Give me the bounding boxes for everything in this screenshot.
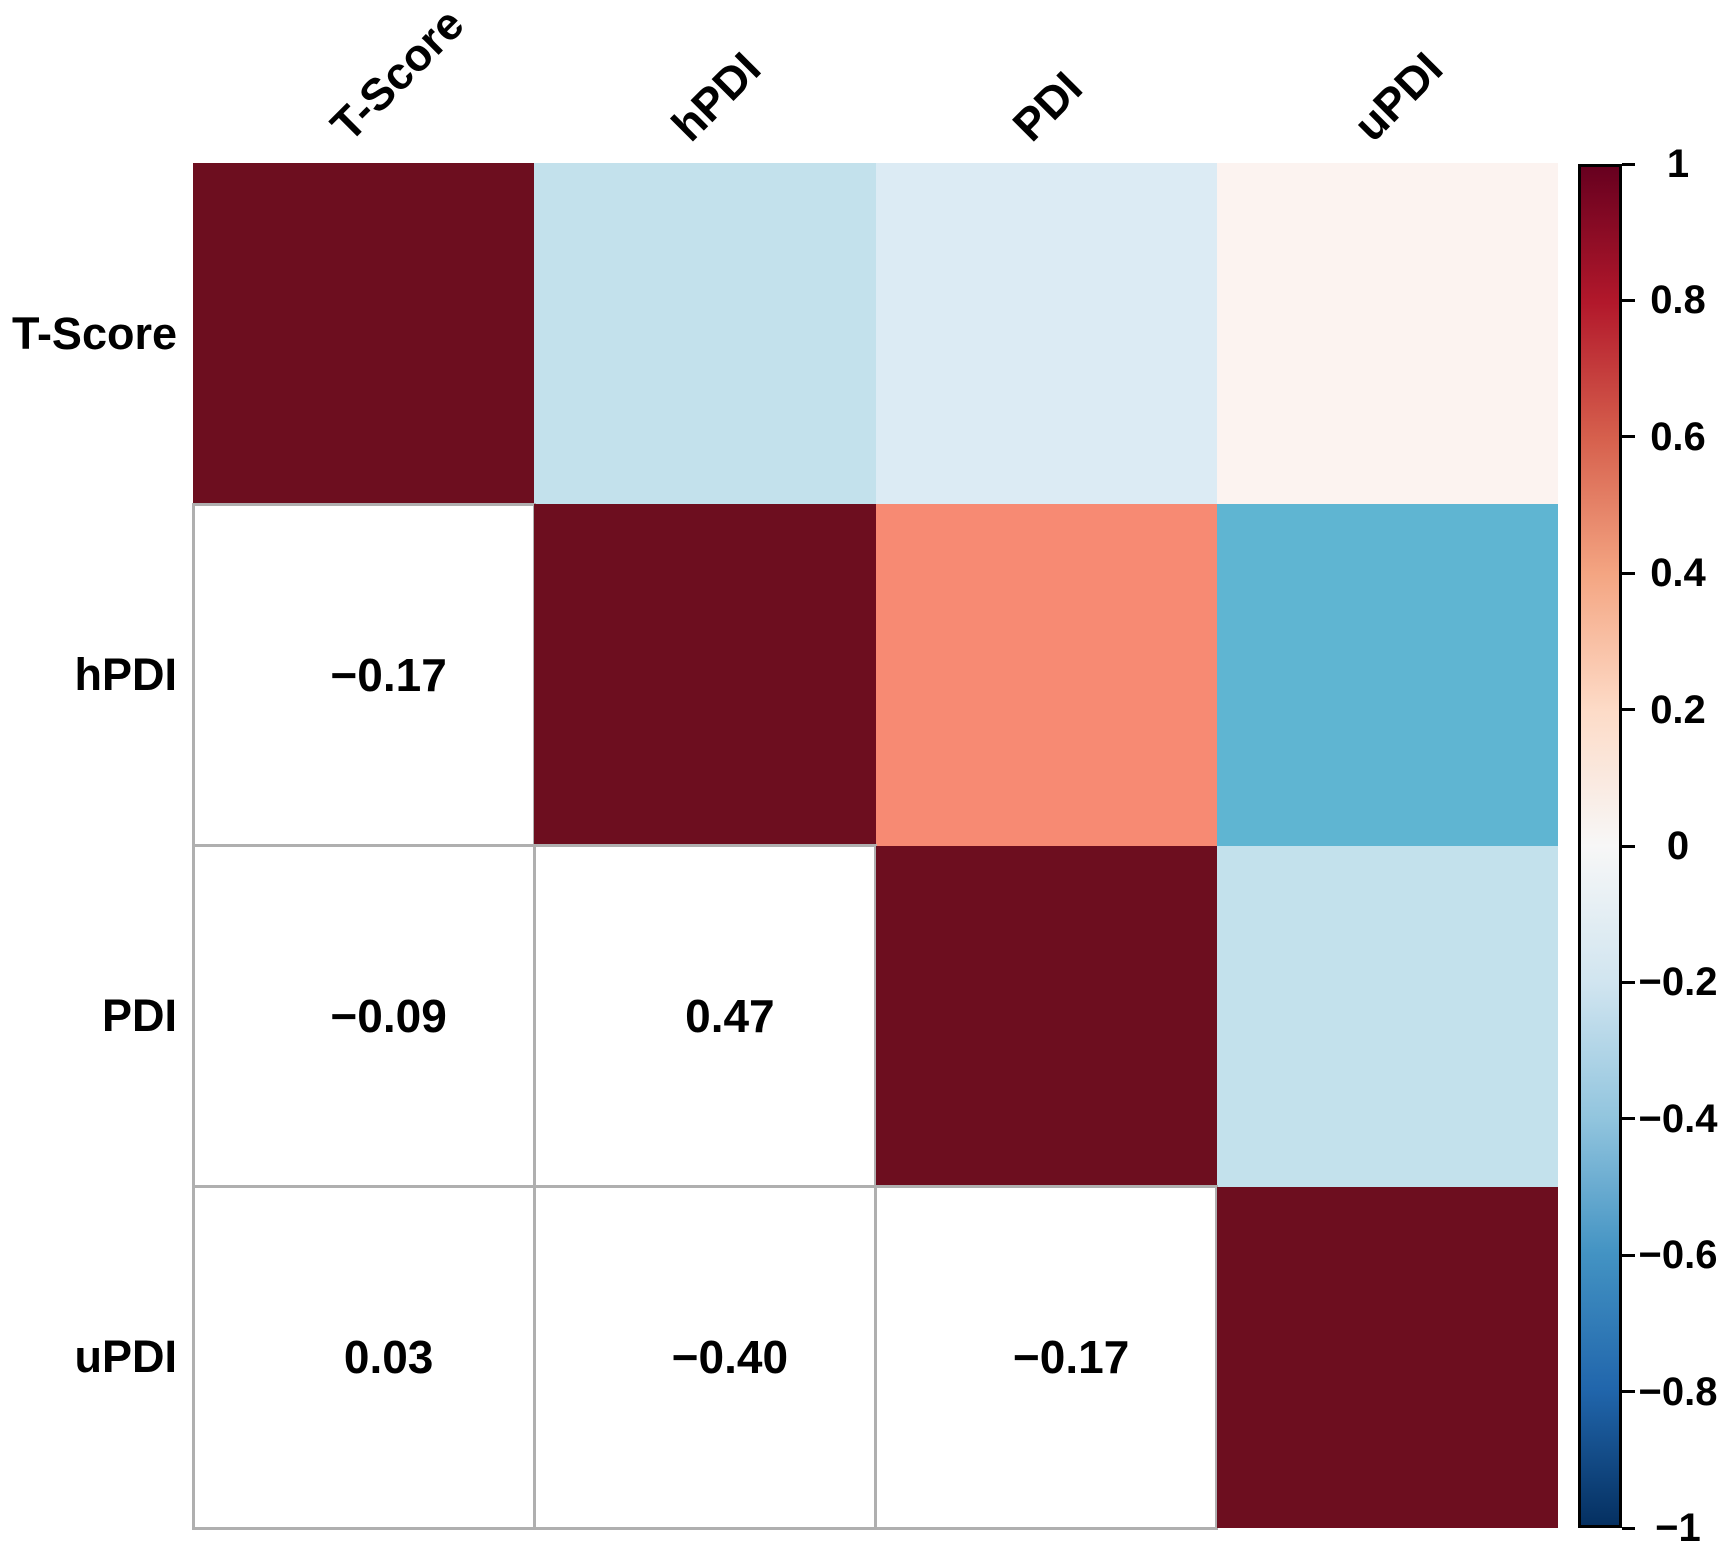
colorbar-tick-label: −0.8: [1638, 1369, 1718, 1414]
correlation-cell-T-Score-hPDI: [534, 163, 876, 505]
value-cell-PDI-hPDI: 0.47: [532, 844, 877, 1189]
diagonal-cell-uPDI: [1216, 1186, 1558, 1528]
colorbar-tick: [1622, 844, 1635, 848]
value-cell-uPDI-T-Score: 0.03: [191, 1185, 536, 1530]
colorbar-tick: [1622, 708, 1635, 712]
column-label-hPDI: hPDI: [661, 42, 771, 151]
value-cell-hPDI-T-Score: −0.17: [191, 502, 536, 847]
colorbar-tick-label: 0.4: [1650, 551, 1706, 596]
colorbar-tick-label: −1: [1655, 1506, 1701, 1549]
colorbar-tick-label: 0.2: [1650, 687, 1706, 732]
colorbar-tick: [1622, 1390, 1635, 1394]
correlation-value: −0.17: [330, 648, 447, 701]
colorbar-tick: [1622, 1253, 1635, 1257]
value-cell-PDI-T-Score: −0.09: [191, 844, 536, 1189]
column-label-uPDI: uPDI: [1344, 42, 1453, 151]
correlation-cell-hPDI-PDI: [875, 504, 1217, 846]
colorbar-tick-label: 0: [1666, 824, 1690, 868]
correlation-cell-T-Score-uPDI: [1216, 163, 1558, 505]
correlation-value: −0.17: [1012, 1331, 1130, 1384]
row-label-hPDI: hPDI: [74, 648, 177, 700]
column-label-T-Score: T-Score: [320, 0, 474, 151]
row-label-PDI: PDI: [101, 990, 177, 1042]
correlation-value: −0.40: [671, 1331, 789, 1384]
column-label-PDI: PDI: [1002, 61, 1092, 151]
colorbar-tick-label: −0.2: [1638, 960, 1718, 1005]
colorbar-tick: [1622, 435, 1635, 439]
row-label-T-Score: T-Score: [11, 307, 177, 359]
colorbar-tick: [1622, 298, 1635, 302]
diagonal-cell-PDI: [875, 845, 1217, 1187]
diagonal-cell-T-Score: [193, 163, 535, 505]
colorbar-tick-label: 1: [1666, 142, 1690, 186]
correlation-value: 0.03: [343, 1331, 434, 1384]
value-cell-uPDI-PDI: −0.17: [874, 1185, 1219, 1530]
correlation-cell-PDI-uPDI: [1216, 845, 1558, 1187]
correlation-cell-T-Score-PDI: [875, 163, 1217, 505]
colorbar-tick: [1622, 162, 1635, 166]
colorbar-tick: [1622, 571, 1635, 575]
diagonal-cell-hPDI: [534, 504, 876, 846]
colorbar-tick-label: 0.6: [1650, 414, 1706, 459]
value-cell-uPDI-hPDI: −0.40: [532, 1185, 877, 1530]
correlation-value: −0.09: [330, 990, 447, 1043]
colorbar-tick-label: 0.8: [1650, 278, 1706, 323]
colorbar-tick: [1622, 1526, 1635, 1530]
colorbar-tick-label: −0.4: [1638, 1096, 1718, 1141]
correlation-cell-hPDI-uPDI: [1216, 504, 1558, 846]
row-label-uPDI: uPDI: [74, 1331, 177, 1383]
colorbar-tick: [1622, 1117, 1635, 1121]
correlation-value: 0.47: [685, 990, 775, 1043]
colorbar-tick-label: −0.6: [1638, 1233, 1718, 1278]
colorbar: [1578, 164, 1622, 1528]
colorbar-tick: [1622, 980, 1635, 984]
